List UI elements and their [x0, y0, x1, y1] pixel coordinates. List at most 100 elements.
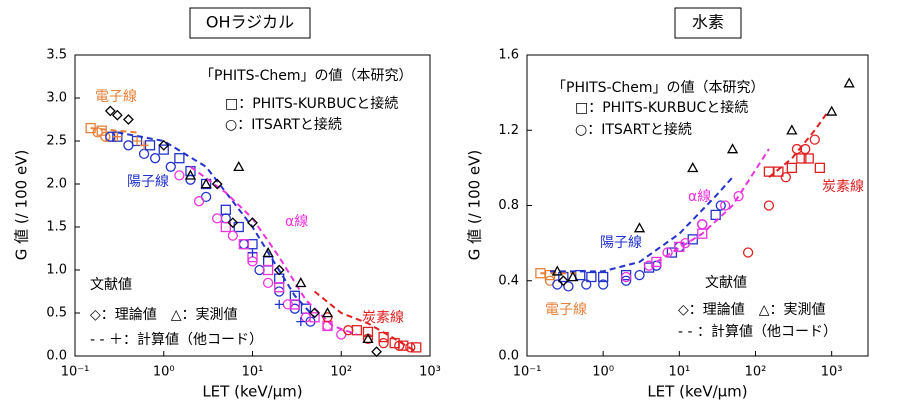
- y-tick-label: 3.5: [46, 48, 67, 63]
- square-marker: [262, 256, 274, 267]
- legend-text: - - ＋：計算値（他コード）: [90, 332, 263, 348]
- legend-text: □：PHITS-KURBUCと接続: [575, 99, 748, 116]
- square-marker: [803, 153, 814, 164]
- annotation: 陽子線: [127, 174, 169, 190]
- diamond-marker: [211, 178, 223, 190]
- circle-marker: [620, 271, 632, 283]
- circle-marker: [138, 148, 150, 160]
- legend-text: - - ：計算値（他コード）: [678, 324, 837, 340]
- circle-marker: [149, 153, 161, 164]
- dashed-line: [117, 131, 316, 318]
- triangle-marker: [184, 169, 197, 180]
- circle-marker: [185, 174, 196, 185]
- diamond-marker: [111, 109, 123, 121]
- triangle-marker: [726, 143, 739, 154]
- x-tick-label: 10²: [330, 365, 352, 380]
- x-tick-label: 10³: [419, 365, 441, 380]
- circle-marker: [598, 279, 609, 290]
- diamond-marker: [309, 307, 320, 319]
- square-marker: [274, 273, 285, 284]
- square-marker: [814, 162, 826, 174]
- circle-marker: [238, 239, 250, 250]
- square-marker: [247, 239, 258, 250]
- circle-marker: [394, 340, 405, 351]
- triangle-marker: [295, 277, 307, 288]
- diamond-marker: [273, 264, 285, 276]
- legend-text: ○：ITSARTと接続: [575, 121, 692, 138]
- triangle-marker: [687, 162, 699, 173]
- x-tick-label: 10⁰: [153, 365, 175, 380]
- triangle-marker: [233, 160, 245, 172]
- x-tick-label: 10²: [745, 365, 767, 380]
- circle-marker: [343, 325, 354, 336]
- legend-text: 「PHITS-Chem」の値（本研究）: [200, 68, 413, 84]
- x-tick-label: 10⁻¹: [61, 365, 90, 380]
- legend-text: □：PHITS-KURBUCと接続: [225, 95, 398, 112]
- square-marker: [586, 271, 597, 283]
- triangle-marker: [362, 332, 374, 344]
- square-marker: [362, 326, 374, 338]
- diamond-marker: [371, 346, 382, 358]
- square-marker: [238, 239, 250, 250]
- square-marker: [796, 153, 807, 164]
- x-axis-label: LET (keV/μm): [202, 383, 302, 401]
- square-marker: [786, 162, 797, 174]
- dashed-line: [189, 165, 358, 336]
- circle-marker: [634, 269, 645, 281]
- square-marker: [220, 204, 231, 215]
- square-marker: [262, 264, 274, 276]
- x-tick-label: 10³: [821, 365, 843, 380]
- dashed-line: [655, 148, 770, 263]
- title-box: [674, 7, 742, 39]
- legend-text: 「PHITS-Chem」の値（本研究）: [552, 80, 765, 96]
- plus-marker: [248, 248, 257, 258]
- y-tick-label: 1.6: [498, 48, 519, 63]
- x-axis-label: LET (keV/μm): [647, 383, 747, 401]
- circle-marker: [581, 279, 592, 290]
- triangle-marker: [633, 222, 646, 233]
- y-tick-label: 1.0: [46, 263, 67, 278]
- annotation: 炭素線: [822, 179, 864, 195]
- title-box: [189, 7, 311, 39]
- circle-marker: [763, 200, 775, 211]
- square-marker: [666, 247, 678, 258]
- triangle-marker: [843, 77, 855, 88]
- square-marker: [274, 282, 285, 293]
- square-marker: [158, 144, 169, 155]
- legend-text: 文献値: [90, 277, 132, 293]
- circle-marker: [100, 131, 111, 142]
- legend-text: ○：ITSARTと接続: [225, 116, 342, 133]
- circle-marker: [227, 230, 238, 241]
- y-axis-label: G 値 (/ 100 eV): [466, 150, 484, 261]
- y-axis-label: G 値 (/ 100 eV): [13, 150, 31, 261]
- square-marker: [398, 340, 409, 351]
- x-tick-label: 10⁻¹: [513, 365, 542, 380]
- diamond-marker: [247, 217, 258, 229]
- circle-marker: [552, 279, 563, 290]
- square-marker: [773, 166, 784, 177]
- y-tick-label: 1.2: [498, 123, 519, 138]
- circle-marker: [662, 247, 673, 258]
- square-marker: [220, 221, 231, 233]
- circle-marker: [92, 127, 103, 138]
- circle-marker: [193, 196, 205, 207]
- plus-marker: [274, 299, 284, 309]
- square-marker: [174, 153, 185, 164]
- dashed-line: [768, 110, 829, 179]
- circle-marker: [715, 200, 726, 211]
- circle-marker: [733, 190, 744, 202]
- y-tick-label: 0.0: [46, 349, 67, 364]
- circle-marker: [378, 337, 389, 349]
- annotation: 陽子線: [600, 235, 642, 251]
- dashed-line: [549, 176, 734, 273]
- y-tick-label: 0.8: [498, 198, 519, 213]
- diamond-marker: [158, 139, 170, 151]
- triangle-marker: [567, 271, 579, 282]
- circle-marker: [809, 134, 820, 145]
- circle-marker: [780, 172, 791, 183]
- circle-marker: [643, 260, 655, 271]
- y-tick-label: 2.5: [46, 134, 67, 149]
- circle-marker: [254, 264, 265, 276]
- circle-marker: [791, 143, 803, 155]
